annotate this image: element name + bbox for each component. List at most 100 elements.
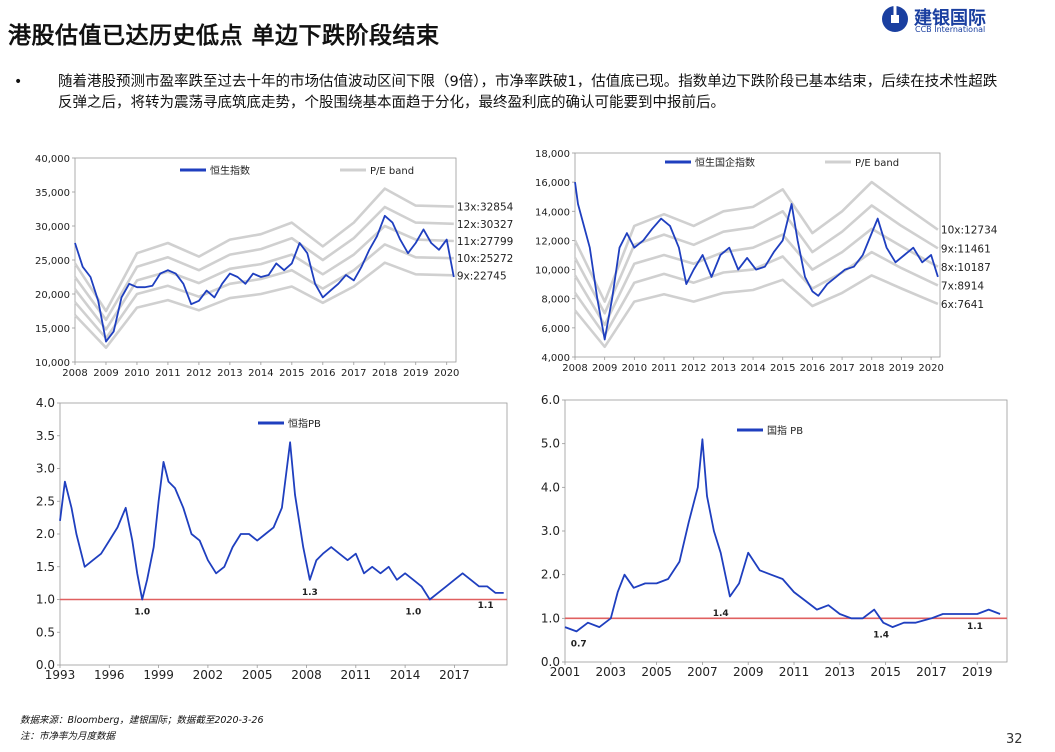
x-tick-label: 2019 [962, 665, 993, 679]
legend-label: 国指 PB [767, 424, 803, 437]
x-tick-label: 2011 [155, 368, 180, 379]
annotation-label: 1.0 [405, 608, 421, 618]
y-tick-label: 3.0 [36, 462, 55, 476]
y-tick-label: 6.0 [541, 393, 560, 407]
y-tick-label: 25,000 [35, 256, 70, 267]
pe-band-label: 10x:12734 [941, 225, 998, 237]
pe-band-label: 8x:10187 [941, 262, 991, 274]
pe-band-line [573, 250, 939, 337]
y-tick-label: 14,000 [535, 207, 570, 218]
x-tick-label: 2019 [403, 368, 428, 379]
x-tick-label: 2017 [341, 368, 366, 379]
chart-svg: 4,000 6,000 8,000 10,000 12,000 14,000 16,000 1… [535, 149, 998, 374]
bullet-text: 随着港股预测市盈率跌至过去十年的市场估值波动区间下限（9倍），市净率跌破1，估值… [58, 74, 998, 111]
pe-band-line [573, 227, 939, 327]
x-tick-label: 2002 [193, 668, 224, 682]
annotation-label: 1.4 [873, 631, 889, 641]
pe-band-line [73, 205, 454, 322]
x-tick-label: 2017 [829, 363, 854, 374]
y-tick-label: 30,000 [35, 222, 70, 233]
hscei-pb-chart: 0.0 1.0 2.0 3.0 4.0 5.0 6.0 2001 2003 2005 2007 200… [515, 390, 1015, 690]
x-tick-label: 2009 [733, 665, 764, 679]
chart-svg: 10,000 15,000 20,000 25,000 30,000 35,000 40,0… [35, 154, 514, 379]
x-tick-label: 1993 [45, 668, 76, 682]
x-tick-label: 2012 [186, 368, 211, 379]
x-tick-label: 2011 [779, 665, 810, 679]
annotation-label: 1.1 [967, 622, 983, 632]
legend-label: 恒生国企指数 [695, 156, 755, 169]
x-tick-label: 1996 [94, 668, 125, 682]
annotation-label: 1.3 [302, 588, 318, 598]
x-tick-label: 2017 [916, 665, 947, 679]
y-tick-label: 4.0 [541, 480, 560, 494]
y-tick-label: 18,000 [535, 149, 570, 160]
legend-label: P/E band [370, 166, 414, 177]
y-tick-label: 1.5 [36, 560, 55, 574]
annotation-label: 0.7 [571, 639, 587, 649]
y-tick-label: 10,000 [535, 266, 570, 277]
x-tick-label: 2014 [740, 363, 765, 374]
y-tick-label: 5.0 [541, 437, 560, 451]
y-tick-label: 1.0 [36, 593, 55, 607]
x-tick-label: 2009 [93, 368, 118, 379]
y-tick-label: 8,000 [541, 295, 570, 306]
x-tick-label: 2012 [681, 363, 706, 374]
y-tick-label: 0.0 [36, 658, 55, 672]
logo-subtext: CCB International [915, 25, 986, 34]
y-tick-label: 3.5 [36, 429, 55, 443]
x-tick-label: 2018 [372, 368, 397, 379]
y-tick-label: 12,000 [535, 236, 570, 247]
y-tick-label: 6,000 [541, 324, 570, 335]
hsi-pe-band-chart: 10,000 15,000 20,000 25,000 30,000 35,000 40,0… [0, 148, 514, 388]
pe-band-line [74, 261, 454, 349]
pe-band-line [74, 243, 454, 340]
y-tick-label: 3.0 [541, 524, 560, 538]
pe-band-label: 11x:27799 [457, 236, 514, 248]
x-tick-label: 2015 [870, 665, 901, 679]
x-tick-label: 2016 [310, 368, 335, 379]
x-tick-label: 2008 [562, 363, 587, 374]
x-tick-label: 2003 [596, 665, 627, 679]
x-tick-label: 2013 [825, 665, 856, 679]
x-tick-label: 2018 [859, 363, 884, 374]
x-tick-label: 2011 [651, 363, 676, 374]
hsi-pb-chart: 0.0 0.5 1.0 1.5 2.0 2.5 3.0 3.5 4.0 1993 1996 1999 2… [0, 393, 515, 693]
y-tick-label: 15,000 [35, 324, 70, 335]
pe-band-line [573, 274, 939, 349]
legend-label: P/E band [855, 158, 899, 169]
y-tick-label: 35,000 [35, 188, 70, 199]
y-tick-label: 40,000 [35, 154, 70, 165]
pe-band-label: 13x:32854 [457, 202, 514, 214]
hscei-pe-band-chart: 4,000 6,000 8,000 10,000 12,000 14,000 16,000 1… [515, 143, 1045, 383]
chart-svg: 0.0 0.5 1.0 1.5 2.0 2.5 3.0 3.5 4.0 1993 1996 1999 2… [36, 396, 508, 682]
x-tick-label: 2020 [434, 368, 459, 379]
legend-label: 恒生指数 [210, 164, 250, 177]
y-tick-label: 1.0 [541, 611, 560, 625]
x-tick-label: 2005 [242, 668, 273, 682]
pe-band-label: 12x:30327 [457, 219, 514, 231]
x-tick-label: 2013 [217, 368, 242, 379]
x-tick-label: 2019 [889, 363, 914, 374]
index-line [59, 441, 504, 601]
x-tick-label: 2014 [248, 368, 273, 379]
bullet-symbol: • [14, 74, 23, 90]
legend-label: 恒指PB [288, 417, 321, 430]
page-title: 港股估值已达历史低点 单边下跌阶段结束 [8, 23, 440, 49]
x-tick-label: 2016 [800, 363, 825, 374]
x-tick-label: 2001 [550, 665, 581, 679]
x-tick-label: 2014 [390, 668, 421, 682]
annotation-label: 1.0 [134, 608, 150, 618]
x-tick-label: 2015 [770, 363, 795, 374]
pe-band-label: 9x:22745 [457, 270, 507, 282]
pe-band-label: 7x:8914 [941, 280, 984, 292]
annotation-label: 1.1 [478, 601, 494, 611]
index-line [564, 438, 1001, 633]
plot-frame [59, 402, 508, 666]
pe-band-label: 9x:11461 [941, 243, 991, 255]
logo-text: 建银国际 [914, 8, 986, 29]
page-number: 32 [1006, 732, 1023, 747]
y-tick-label: 0.5 [36, 625, 55, 639]
x-tick-label: 2017 [439, 668, 470, 682]
x-tick-label: 2011 [341, 668, 372, 682]
x-tick-label: 2008 [62, 368, 87, 379]
